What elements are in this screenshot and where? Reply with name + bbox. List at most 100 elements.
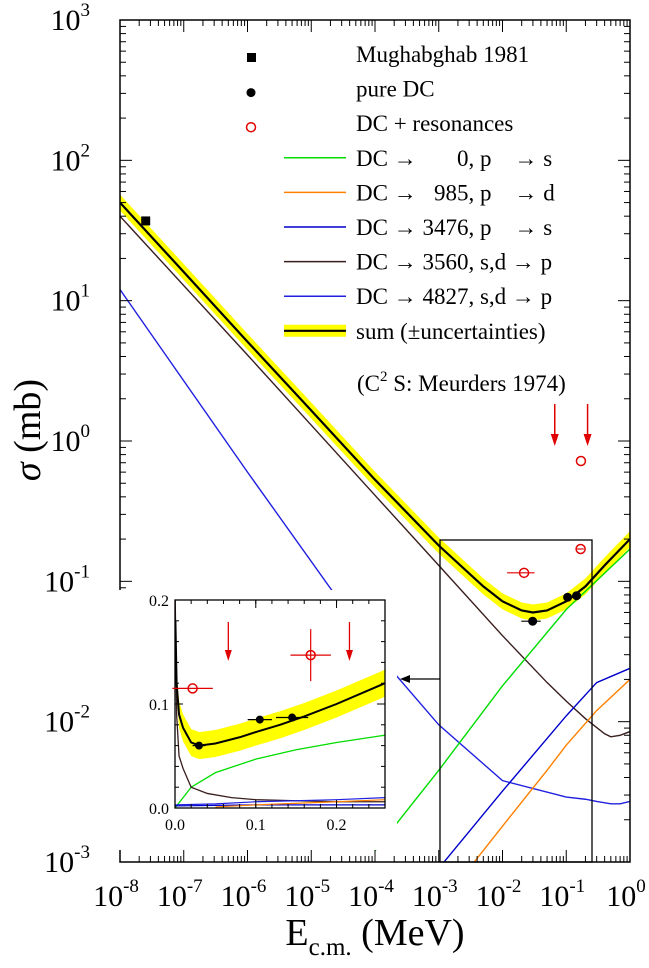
y-axis-title-unit: (mb): [7, 379, 49, 462]
inset-arrow-head: [345, 650, 353, 661]
x-tick-exp: -6: [251, 876, 267, 897]
y-tick-base: 10: [44, 706, 74, 739]
series-line-4: [443, 667, 630, 862]
x-tick-base: 10: [221, 880, 251, 913]
legend-marker-circle: [246, 88, 256, 98]
x-tick-label: 10-2: [476, 876, 522, 913]
inset-dc-res-point: [305, 649, 316, 661]
y-tick-base: 10: [51, 285, 81, 318]
dc-res-point: [518, 567, 530, 579]
resonance-arrow-head: [550, 434, 559, 446]
inset-line-sum: [175, 620, 385, 747]
inset-arrow-head: [224, 650, 232, 661]
inset-pure-dc-point: [255, 715, 264, 724]
x-axis-title: Ec.m. (MeV): [285, 912, 464, 961]
inset-line-orange: [215, 799, 385, 808]
y-tick-exp: -3: [74, 842, 90, 863]
x-tick-label: 10-3: [412, 876, 458, 913]
inset-pure-dc-point: [194, 741, 203, 750]
x-tick-base: 10: [412, 880, 442, 913]
inset-y-tick-label: 0.0: [149, 801, 169, 818]
inset-y-tick-label: 0.1: [149, 697, 169, 714]
x-tick-exp: -3: [442, 876, 458, 897]
inset-pure-dc-point: [288, 713, 297, 722]
inset-y-tick-label: 0.2: [149, 593, 169, 610]
x-tick-label: 10-5: [284, 876, 330, 913]
x-tick-base: 10: [284, 880, 314, 913]
x-tick-exp: -5: [314, 876, 330, 897]
legend-label: DC → 4827, s,d → p: [356, 284, 552, 309]
series-line-1: [120, 215, 630, 738]
y-tick-exp: 2: [81, 140, 91, 161]
x-tick-label: 100: [606, 876, 646, 913]
y-tick-exp: -2: [74, 702, 90, 723]
x-tick-label: 10-4: [348, 876, 394, 913]
x-tick-base: 10: [93, 880, 123, 913]
legend-label: DC → 3476, p → s: [356, 215, 552, 240]
inset-dc-res-point: [187, 683, 198, 694]
y-tick-label: 100: [51, 421, 91, 458]
x-tick-exp: -2: [506, 876, 522, 897]
x-tick-base: 10: [539, 880, 569, 913]
dc-res-point: [575, 455, 587, 467]
legend-label: DC + resonances: [356, 111, 513, 136]
x-tick-exp: -1: [569, 876, 585, 897]
x-tick-exp: -8: [123, 876, 139, 897]
y-tick-base: 10: [51, 4, 81, 37]
legend-label: sum (±uncertainties): [356, 319, 546, 344]
y-tick-label: 10-3: [44, 842, 90, 879]
mughabghab-point: [141, 216, 151, 226]
y-tick-label: 101: [51, 281, 91, 318]
reference-note-rest: S: Meurders 1974): [388, 371, 566, 396]
y-tick-base: 10: [44, 846, 74, 879]
x-axis-title-main: E: [285, 912, 308, 954]
pure-dc-point: [528, 616, 538, 626]
y-tick-base: 10: [51, 144, 81, 177]
legend-label: DC → 3560, s,d → p: [356, 250, 552, 275]
x-tick-base: 10: [157, 880, 187, 913]
x-tick-label: 10-1: [539, 876, 585, 913]
x-tick-exp: -7: [187, 876, 203, 897]
inset-x-tick-label: 0.0: [165, 817, 185, 834]
x-axis-title-unit: (MeV): [352, 912, 465, 954]
legend-marker-square: [247, 53, 256, 62]
inset-x-tick-label: 0.1: [246, 817, 266, 834]
legend-label: DC → 985, p → d: [356, 180, 555, 205]
resonance-arrow-head: [583, 434, 592, 446]
reference-note-open: (C: [357, 371, 380, 396]
x-tick-label: 10-6: [221, 876, 267, 913]
x-tick-base: 10: [476, 880, 506, 913]
series-line-3: [374, 548, 630, 852]
y-tick-base: 10: [51, 425, 81, 458]
inset-line-brown: [175, 600, 385, 803]
y-tick-label: 102: [51, 140, 91, 177]
x-tick-base: 10: [348, 880, 378, 913]
dc-res-point: [575, 543, 586, 555]
x-tick-base: 10: [606, 880, 636, 913]
zoom-box: [439, 539, 593, 863]
reference-note-sup: 2: [380, 369, 388, 385]
x-tick-label: 10-7: [157, 876, 203, 913]
legend-label: pure DC: [356, 77, 435, 102]
y-tick-exp: 3: [81, 0, 91, 21]
reference-note: (C2 S: Meurders 1974): [357, 369, 566, 396]
y-tick-exp: 0: [81, 421, 91, 442]
x-axis-title-sub: c.m.: [309, 934, 352, 961]
pure-dc-point: [572, 591, 582, 601]
y-tick-label: 10-1: [44, 561, 90, 598]
y-tick-exp: -1: [74, 561, 90, 582]
y-tick-base: 10: [44, 565, 74, 598]
x-tick-label: 10-8: [93, 876, 139, 913]
legend-marker-open-circle: [245, 121, 257, 133]
zoom-pointer-head: [400, 675, 410, 683]
x-tick-exp: -4: [378, 876, 394, 897]
series-line-0: [120, 201, 630, 614]
y-tick-label: 10-2: [44, 702, 90, 739]
inset-x-tick-label: 0.2: [327, 817, 347, 834]
y-tick-exp: 1: [81, 281, 91, 302]
legend-label: DC → 0, p → s: [356, 146, 552, 171]
y-axis-title: σ (mb): [7, 379, 49, 481]
legend-label: Mughabghab 1981: [356, 42, 529, 67]
x-tick-exp: 0: [636, 876, 646, 897]
